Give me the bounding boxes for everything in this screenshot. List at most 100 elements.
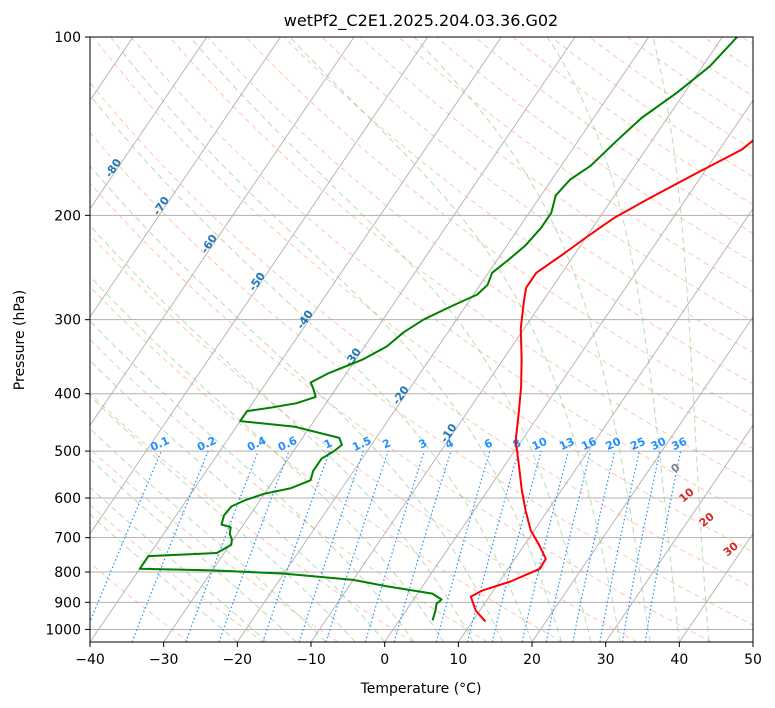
moist-adiabat-line — [110, 37, 562, 642]
mixing-ratio-label: 16 — [579, 435, 599, 453]
x-tick-label: 30 — [597, 652, 615, 668]
isotherm-line — [678, 532, 753, 642]
x-tick-label: −30 — [149, 652, 179, 668]
dry-adiabat-line — [90, 233, 638, 642]
plot-frame — [89, 36, 754, 643]
y-tick-label: 900 — [54, 595, 81, 611]
mixing-ratio-line — [435, 450, 491, 642]
y-axis-ticks: 100 200 300 400 500 600 700 800 900 1000 — [45, 30, 90, 638]
moist-adiabat-line — [90, 94, 533, 642]
dewpoint-profile-line — [138, 37, 738, 621]
mixing-ratio-line — [262, 450, 331, 642]
isotherm-line — [531, 316, 753, 642]
isotherm-line — [384, 99, 753, 642]
plot-area: -100-90-80-70-60-50-40-30-20-10 0.10.20.… — [90, 37, 753, 642]
mixing-ratio-line — [644, 450, 682, 642]
moist-adiabat-line — [413, 37, 651, 642]
dry-adiabat-line — [131, 37, 753, 518]
mixing-ratio-line — [545, 450, 592, 642]
dry-adiabats — [90, 37, 753, 642]
isotherm-line — [310, 37, 723, 642]
dry-adiabat-line — [588, 37, 753, 151]
mixing-ratio-label: 30 — [649, 435, 669, 453]
isotherm-line — [90, 37, 502, 642]
mixing-ratio-lines — [90, 450, 682, 642]
mixing-ratio-line — [298, 450, 364, 642]
y-tick-label: 100 — [54, 30, 81, 46]
moist-adiabat-line — [90, 224, 474, 642]
y-tick-label: 600 — [54, 491, 81, 507]
profile-series — [138, 37, 753, 623]
y-axis-label: Pressure (hPa) — [12, 290, 28, 390]
dry-adiabat-line — [321, 37, 753, 354]
mixing-ratio-line — [621, 450, 661, 642]
isotherm-line — [457, 207, 753, 642]
moist-adiabat-line — [189, 37, 592, 642]
moist-adiabats — [90, 37, 710, 642]
x-axis-label: Temperature (°C) — [360, 681, 482, 697]
mixing-ratio-label: 13 — [557, 435, 576, 453]
isotherm-line — [605, 424, 753, 642]
mixing-ratio-line — [521, 450, 569, 642]
temperature-profile-line — [469, 139, 753, 623]
isotherm-line — [90, 37, 355, 427]
x-tick-label: −10 — [296, 652, 326, 668]
y-tick-label: 500 — [54, 444, 81, 460]
dry-adiabat-line — [398, 37, 753, 293]
y-tick-label: 300 — [54, 313, 81, 329]
moist-adiabat-line — [90, 486, 268, 642]
mixing-ratio-line — [393, 450, 452, 642]
moist-adiabat-line — [90, 275, 445, 642]
x-tick-label: 20 — [523, 652, 541, 668]
mixing-ratio-line — [599, 450, 640, 642]
y-tick-label: 800 — [54, 565, 81, 581]
mixing-ratio-line — [364, 450, 425, 642]
mixing-ratio-line — [572, 450, 616, 642]
moist-adiabat-line — [90, 513, 238, 642]
moist-adiabat-line — [90, 165, 503, 642]
dry-adiabat-line — [90, 131, 753, 626]
x-tick-label: −40 — [75, 652, 105, 668]
y-tick-label: 1000 — [45, 622, 81, 638]
x-tick-label: 10 — [449, 652, 467, 668]
dry-adiabat-line — [474, 37, 753, 234]
pressure-gridlines — [90, 37, 753, 630]
moist-adiabat-line — [652, 37, 710, 642]
x-tick-label: 0 — [380, 652, 389, 668]
isotherm-line — [90, 37, 429, 535]
dry-adiabat-line — [90, 448, 339, 642]
mixing-ratio-line — [90, 450, 162, 624]
dry-adiabat-line — [90, 504, 264, 642]
y-tick-label: 400 — [54, 387, 81, 403]
isotherm-line — [236, 37, 650, 642]
y-tick-label: 200 — [54, 208, 81, 224]
chart-title: wetPf2_C2E1.2025.204.03.36.G02 — [284, 11, 558, 31]
mixing-ratio-label: 20 — [604, 435, 624, 453]
mixing-ratio-line — [491, 450, 542, 642]
mixing-ratio-line — [218, 450, 290, 642]
isotherm-line — [90, 37, 281, 318]
dry-adiabat-line — [90, 81, 753, 589]
moist-adiabat-line — [90, 359, 386, 642]
dry-adiabat-line — [169, 37, 753, 483]
x-axis-ticks: −40 −30 −20 −10 0 10 20 30 40 50 — [75, 642, 762, 668]
isotherm-line — [90, 37, 208, 210]
mixing-ratio-label: 36 — [670, 435, 690, 453]
dry-adiabat-line — [90, 285, 563, 642]
y-tick-label: 700 — [54, 531, 81, 547]
dry-adiabat-line — [436, 37, 753, 263]
mixing-ratio-label: 25 — [628, 435, 647, 453]
mixing-ratio-label: 10 — [530, 435, 550, 453]
moist-adiabat-line — [90, 427, 327, 642]
moist-adiabat-line — [546, 37, 680, 642]
moist-adiabat-line — [90, 458, 297, 642]
mixing-ratio-line — [325, 450, 389, 642]
x-tick-label: 50 — [744, 652, 762, 668]
x-tick-label: 40 — [670, 652, 688, 668]
dry-adiabat-line — [92, 37, 753, 553]
x-tick-label: −20 — [223, 652, 253, 668]
moist-adiabat-line — [289, 37, 621, 642]
dry-adiabat-line — [90, 182, 712, 642]
